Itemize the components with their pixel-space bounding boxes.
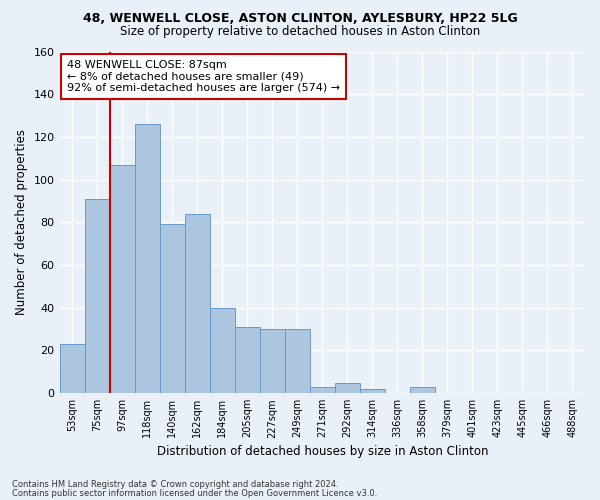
Bar	[260, 329, 285, 393]
Bar	[235, 327, 260, 393]
Bar	[160, 224, 185, 393]
Bar	[85, 199, 110, 393]
Text: 48, WENWELL CLOSE, ASTON CLINTON, AYLESBURY, HP22 5LG: 48, WENWELL CLOSE, ASTON CLINTON, AYLESB…	[83, 12, 517, 26]
Bar	[410, 387, 435, 393]
Bar	[360, 389, 385, 393]
Bar	[285, 329, 310, 393]
Bar	[185, 214, 209, 393]
Bar	[209, 308, 235, 393]
Bar	[110, 164, 134, 393]
Bar	[335, 382, 360, 393]
Bar	[134, 124, 160, 393]
Bar	[59, 344, 85, 393]
Y-axis label: Number of detached properties: Number of detached properties	[15, 130, 28, 316]
Text: Contains HM Land Registry data © Crown copyright and database right 2024.: Contains HM Land Registry data © Crown c…	[12, 480, 338, 489]
Text: Size of property relative to detached houses in Aston Clinton: Size of property relative to detached ho…	[120, 25, 480, 38]
Bar	[310, 387, 335, 393]
Text: 48 WENWELL CLOSE: 87sqm
← 8% of detached houses are smaller (49)
92% of semi-det: 48 WENWELL CLOSE: 87sqm ← 8% of detached…	[67, 60, 340, 93]
Text: Contains public sector information licensed under the Open Government Licence v3: Contains public sector information licen…	[12, 488, 377, 498]
X-axis label: Distribution of detached houses by size in Aston Clinton: Distribution of detached houses by size …	[157, 444, 488, 458]
